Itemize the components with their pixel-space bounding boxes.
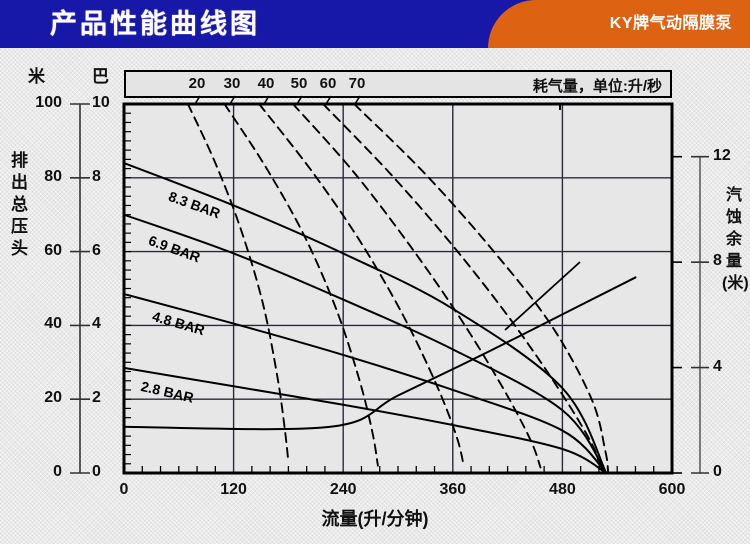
air-consumption-tick-30: 30 [223, 75, 241, 92]
curve-8-3-bar [123, 162, 608, 474]
y-tick-npsh-12: 12 [713, 146, 731, 164]
page-title: 产品性能曲线图 [50, 9, 260, 39]
x-tick-120: 120 [220, 481, 247, 498]
air-consumption-bar: 耗气量，单位:升/秒 20 30 40 50 60 70 [124, 70, 672, 98]
curve-air-60-l-s [322, 103, 602, 471]
air-tick-40 [263, 95, 270, 105]
brand-badge: KY牌气动隔膜泵 [609, 15, 732, 32]
y-tick-npsh-4: 4 [713, 357, 722, 375]
curve-npshr [123, 276, 637, 431]
unit-label-meter: 米 [28, 67, 45, 86]
y-tick-bar-2: 2 [92, 389, 101, 407]
air-consumption-tick-20: 20 [188, 75, 206, 92]
y-tick-npsh-0: 0 [713, 463, 722, 480]
y-tick-npsh-8: 8 [713, 252, 722, 270]
y-tick-bar-0: 0 [92, 463, 101, 480]
curve-2-8-bar [123, 366, 608, 474]
x-tick-0: 0 [119, 481, 129, 498]
page-header: 产品性能曲线图 KY牌气动隔膜泵 [0, 0, 750, 48]
air-tick-30 [229, 95, 236, 105]
x-tick-600: 600 [658, 481, 686, 498]
air-tick-20 [194, 95, 201, 105]
air-consumption-caption: 耗气量，单位:升/秒 [532, 78, 662, 95]
air-consumption-tick-50: 50 [290, 75, 308, 92]
curve-air-40-l-s [258, 103, 465, 467]
curve-air-70-l-s [353, 103, 610, 473]
air-consumption-tick-40: 40 [257, 75, 275, 92]
air-tick-50 [296, 95, 303, 105]
x-tick-480: 480 [549, 481, 576, 498]
y-tick-bar-8: 8 [92, 167, 101, 185]
air-tick-60 [325, 95, 332, 105]
y-tick-meter-20: 20 [44, 389, 62, 407]
y-tick-bar-6: 6 [92, 241, 101, 259]
y-tick-meter-80: 80 [44, 167, 62, 185]
y-tick-meter-0: 0 [53, 463, 62, 480]
y-tick-meter-60: 60 [44, 241, 62, 259]
y-tick-meter-40: 40 [44, 315, 62, 333]
curve-air-20-l-s [186, 103, 290, 463]
curve-4-8-bar [123, 293, 608, 474]
plot-background [124, 104, 672, 473]
y-tick-bar-10: 10 [92, 94, 110, 111]
curve-air-50-l-s [292, 103, 542, 469]
unit-label-bar: 巴 [92, 67, 109, 86]
curve-air-30-l-s [223, 103, 379, 467]
curve-6-9-bar [123, 213, 608, 474]
x-tick-240: 240 [329, 481, 357, 498]
x-axis-title: 流量(升/分钟) [321, 509, 429, 529]
y-tick-bar-4: 4 [92, 315, 101, 333]
air-consumption-tick-70: 70 [348, 75, 366, 92]
y-axis-left-title: 排出总压头 [11, 151, 29, 258]
npshr-leader-line [504, 261, 581, 331]
air-consumption-tick-60: 60 [319, 75, 337, 92]
x-tick-360: 360 [439, 481, 467, 498]
air-tick-70 [354, 95, 361, 105]
y-axis-right-title: 汽蚀余量(米) [722, 187, 749, 292]
header-accent-shape [488, 0, 750, 48]
y-tick-meter-100: 100 [35, 94, 62, 111]
